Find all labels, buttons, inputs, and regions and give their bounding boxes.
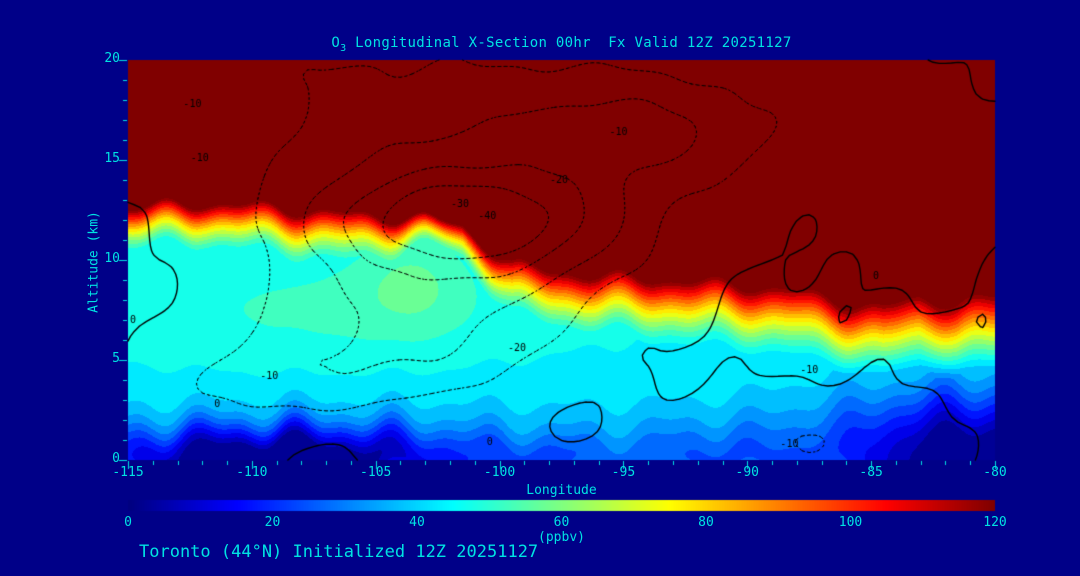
y-tick-label: 10 (104, 251, 120, 266)
colorbar-tick-label: 0 (124, 515, 132, 530)
y-tick-label: 0 (112, 451, 120, 466)
colorbar-tick-label: 100 (838, 515, 863, 530)
chart-title: O3 Longitudinal X-Section 00hr Fx Valid … (128, 35, 995, 54)
x-tick-label: -95 (611, 465, 636, 480)
y-tick-label: 15 (104, 151, 120, 166)
title-text: Longitudinal X-Section 00hr Fx Valid 12Z… (346, 35, 792, 51)
y-tick-label: 20 (104, 51, 120, 66)
title-subscript: 3 (340, 42, 347, 54)
colorbar-tick-label: 20 (264, 515, 281, 530)
x-tick-label: -115 (112, 465, 144, 480)
title-element-symbol: O (331, 35, 341, 51)
x-tick-label: -80 (983, 465, 1007, 480)
colorbar-tick-label: 80 (698, 515, 714, 530)
colorbar-tick-label: 60 (553, 515, 570, 530)
y-tick-label: 5 (112, 351, 120, 366)
colorbar-tick-label: 120 (983, 515, 1007, 530)
x-tick-label: -90 (735, 465, 760, 480)
x-axis-label: Longitude (526, 483, 597, 498)
x-tick-label: -85 (859, 465, 883, 480)
x-tick-label: -105 (360, 465, 392, 480)
x-tick-label: -100 (483, 465, 516, 480)
colorbar-tick-label: 40 (409, 515, 425, 530)
x-tick-label: -110 (236, 465, 268, 480)
colorbar-units-label: (ppbv) (538, 530, 585, 545)
initialization-caption: Toronto (44°N) Initialized 12Z 20251127 (139, 542, 539, 562)
